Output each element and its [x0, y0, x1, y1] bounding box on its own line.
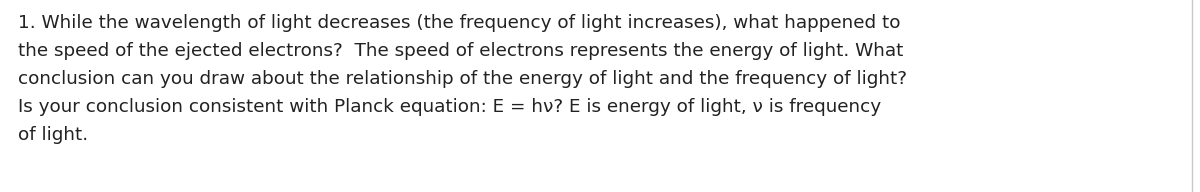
Text: 1. While the wavelength of light decreases (the frequency of light increases), w: 1. While the wavelength of light decreas… [18, 14, 900, 32]
Text: conclusion can you draw about the relationship of the energy of light and the fr: conclusion can you draw about the relati… [18, 70, 907, 88]
Text: Is your conclusion consistent with Planck equation: E = hν? E is energy of light: Is your conclusion consistent with Planc… [18, 98, 881, 116]
Text: of light.: of light. [18, 126, 88, 144]
Text: the speed of the ejected electrons?  The speed of electrons represents the energ: the speed of the ejected electrons? The … [18, 42, 904, 60]
